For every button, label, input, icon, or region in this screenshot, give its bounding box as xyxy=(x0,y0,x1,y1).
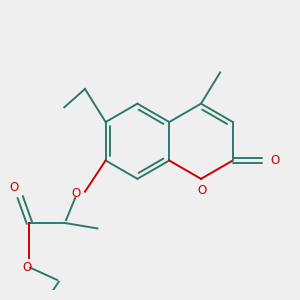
Text: O: O xyxy=(71,187,80,200)
Text: O: O xyxy=(10,181,19,194)
Text: O: O xyxy=(22,261,31,274)
Text: O: O xyxy=(197,184,206,196)
Text: O: O xyxy=(270,154,280,167)
